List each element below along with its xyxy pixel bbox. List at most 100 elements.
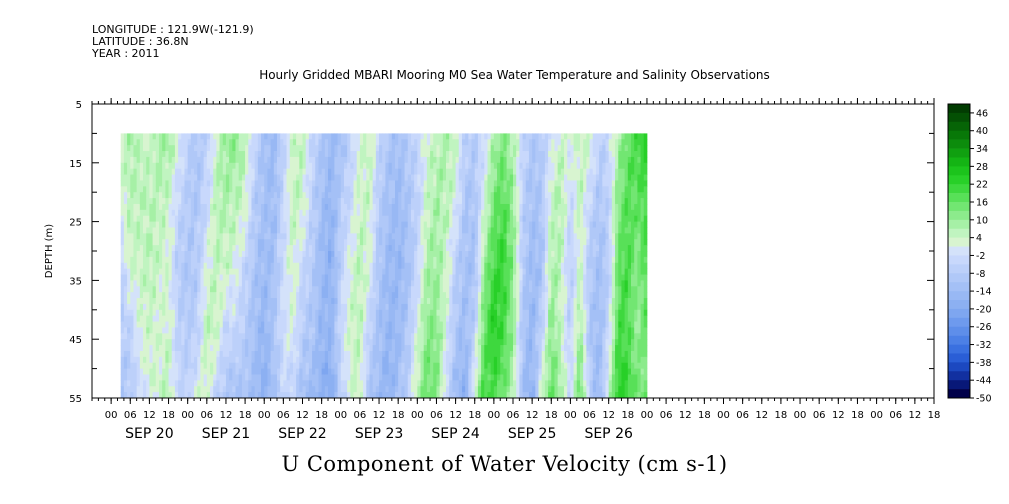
heatmap-cell: [465, 298, 469, 305]
heatmap-cell: [206, 268, 211, 275]
heatmap-cell: [343, 380, 348, 387]
heatmap-cell: [245, 333, 249, 340]
heatmap-cell: [222, 268, 227, 275]
heatmap-cell: [312, 321, 316, 328]
heatmap-cell: [420, 327, 425, 334]
heatmap-cell: [261, 392, 265, 399]
heatmap-cell: [375, 162, 380, 170]
heatmap-cell: [401, 221, 405, 228]
heatmap-cell: [276, 192, 281, 199]
heatmap-cell: [452, 298, 456, 305]
heatmap-cell: [162, 374, 166, 381]
heatmap-cell: [296, 198, 300, 205]
heatmap-cell: [312, 139, 316, 146]
heatmap-cell: [200, 356, 205, 364]
heatmap-cell: [359, 362, 364, 369]
heatmap-cell: [465, 350, 469, 358]
heatmap-cell: [194, 303, 198, 311]
heatmap-cell: [436, 174, 441, 181]
heatmap-cell: [292, 280, 297, 287]
heatmap-cell: [302, 368, 307, 375]
heatmap-cell: [468, 368, 472, 375]
heatmap-cell: [292, 186, 297, 193]
heatmap-cell: [337, 162, 342, 170]
heatmap-cell: [257, 192, 262, 199]
heatmap-cell: [423, 374, 428, 381]
heatmap-cell: [130, 239, 134, 246]
heatmap-cell: [194, 168, 198, 175]
heatmap-cell: [143, 392, 147, 399]
heatmap-cell: [203, 156, 208, 164]
heatmap-cell: [225, 233, 230, 240]
heatmap-cell: [372, 386, 377, 393]
heatmap-cell: [216, 315, 220, 322]
heatmap-cell: [248, 227, 252, 234]
heatmap-cell: [401, 380, 405, 387]
heatmap-cell: [232, 362, 236, 369]
heatmap-cell: [417, 333, 421, 340]
heatmap-cell: [433, 298, 437, 305]
heatmap-cell: [254, 186, 259, 193]
heatmap-cell: [465, 251, 469, 258]
heatmap-cell: [184, 192, 189, 199]
heatmap-cell: [302, 227, 307, 234]
heatmap-cell: [321, 392, 326, 399]
heatmap-cell: [328, 151, 332, 158]
heatmap-cell: [305, 268, 310, 275]
heatmap-cell: [155, 356, 160, 364]
heatmap-cell: [251, 368, 256, 375]
heatmap-cell: [404, 174, 409, 181]
heatmap-cell: [203, 233, 208, 240]
heatmap-cell: [158, 356, 163, 364]
heatmap-cell: [340, 156, 345, 164]
heatmap-cell: [200, 345, 205, 352]
heatmap-cell: [257, 362, 262, 369]
heatmap-cell: [382, 262, 386, 270]
heatmap-cell: [238, 315, 243, 322]
heatmap-cell: [171, 380, 176, 387]
heatmap-cell: [130, 327, 134, 334]
heatmap-cell: [219, 256, 224, 264]
heatmap-cell: [401, 180, 405, 187]
heatmap-cell: [149, 392, 153, 399]
heatmap-cell: [302, 133, 307, 140]
heatmap-cell: [324, 168, 329, 175]
heatmap-cell: [257, 233, 262, 240]
heatmap-cell: [190, 192, 195, 199]
heatmap-cell: [184, 162, 189, 170]
heatmap-cell: [312, 368, 316, 375]
heatmap-cell: [430, 374, 434, 381]
heatmap-cell: [184, 215, 189, 222]
heatmap-cell: [318, 227, 323, 234]
heatmap-cell: [187, 221, 192, 228]
heatmap-cell: [363, 151, 367, 158]
heatmap-cell: [273, 151, 278, 158]
heatmap-cell: [407, 180, 412, 187]
heatmap-cell: [219, 221, 224, 228]
heatmap-cell: [430, 221, 434, 228]
heatmap-cell: [123, 133, 128, 140]
heatmap-cell: [379, 151, 383, 158]
heatmap-cell: [203, 380, 208, 387]
heatmap-cell: [430, 192, 434, 199]
heatmap-cell: [446, 192, 450, 199]
heatmap-cell: [257, 327, 262, 334]
heatmap-cell: [343, 356, 348, 364]
heatmap-cell: [468, 215, 472, 222]
heatmap-cell: [302, 209, 307, 217]
heatmap-cell: [442, 392, 447, 399]
heatmap-cell: [149, 280, 153, 287]
heatmap-cell: [347, 151, 351, 158]
heatmap-cell: [171, 292, 176, 299]
heatmap-cell: [426, 198, 431, 205]
heatmap-cell: [152, 162, 157, 170]
heatmap-cell: [136, 133, 141, 140]
heatmap-cell: [257, 386, 262, 393]
heatmap-cell: [139, 198, 144, 205]
heatmap-cell: [302, 174, 307, 181]
heatmap-cell: [366, 227, 370, 234]
heatmap-cell: [299, 292, 303, 299]
heatmap-cell: [356, 180, 361, 187]
heatmap-cell: [190, 339, 195, 346]
